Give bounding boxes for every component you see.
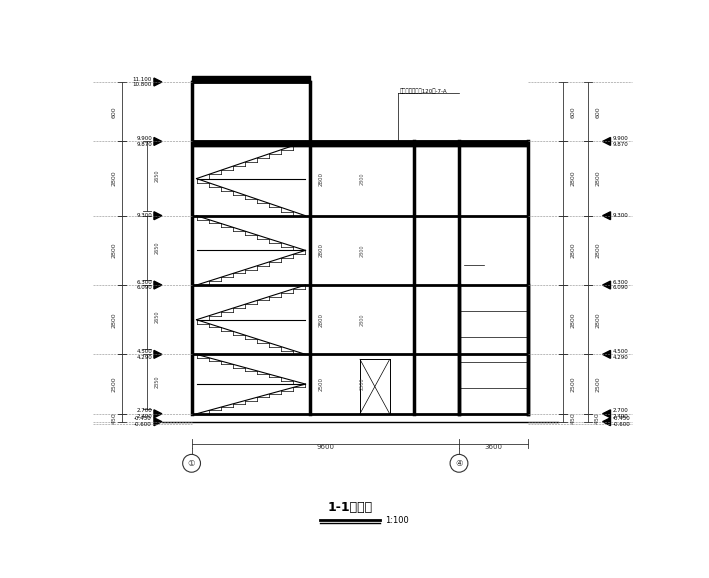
Text: 2800: 2800	[570, 171, 576, 186]
Text: 2800: 2800	[318, 243, 323, 257]
Polygon shape	[603, 418, 610, 425]
Text: 6.300
6.090: 6.300 6.090	[613, 280, 628, 290]
Text: 2500: 2500	[112, 376, 117, 392]
Text: 1:100: 1:100	[385, 516, 408, 525]
Polygon shape	[603, 281, 610, 289]
Polygon shape	[154, 410, 162, 418]
Text: 1-1剖面图: 1-1剖面图	[328, 501, 373, 514]
Polygon shape	[154, 418, 162, 425]
Text: -0.450
-0.600: -0.450 -0.600	[613, 416, 630, 427]
Text: 9600: 9600	[316, 444, 334, 450]
Polygon shape	[154, 350, 162, 358]
Text: 2800: 2800	[112, 312, 117, 328]
Text: 600: 600	[112, 106, 117, 117]
Text: 9.300: 9.300	[136, 213, 152, 218]
Polygon shape	[154, 212, 162, 220]
Text: 2500: 2500	[570, 376, 576, 392]
Text: 2500: 2500	[318, 377, 323, 391]
Text: 2800: 2800	[595, 171, 600, 186]
Text: 2500: 2500	[360, 378, 365, 390]
Text: 2350: 2350	[155, 375, 160, 388]
Polygon shape	[154, 281, 162, 289]
Text: 4.500
4.290: 4.500 4.290	[613, 349, 628, 360]
Text: 2800: 2800	[360, 313, 365, 326]
Text: 450: 450	[570, 412, 576, 424]
Text: ①: ①	[188, 459, 196, 468]
Text: 2500: 2500	[595, 376, 600, 392]
Text: 6.300
6.090: 6.300 6.090	[136, 280, 152, 290]
Text: 450: 450	[595, 412, 600, 424]
Text: 9.900
9.870: 9.900 9.870	[136, 136, 152, 147]
Text: 2800: 2800	[318, 172, 323, 186]
Text: ④: ④	[455, 459, 463, 468]
Text: 9.300: 9.300	[613, 213, 628, 218]
Text: 2800: 2800	[570, 243, 576, 258]
Text: 600: 600	[570, 106, 576, 117]
Text: 2800: 2800	[570, 312, 576, 328]
Text: 450: 450	[112, 412, 117, 424]
Polygon shape	[603, 350, 610, 358]
Polygon shape	[603, 138, 610, 146]
Text: 600: 600	[595, 106, 600, 117]
Text: 2650: 2650	[155, 242, 160, 254]
Text: 2800: 2800	[595, 243, 600, 258]
Text: 11.100
10.800: 11.100 10.800	[133, 77, 152, 87]
Polygon shape	[154, 138, 162, 146]
Text: 2800: 2800	[360, 244, 365, 257]
Text: 2650: 2650	[155, 170, 160, 182]
Text: 4.500
4.290: 4.500 4.290	[136, 349, 152, 360]
Text: 2800: 2800	[112, 171, 117, 186]
Polygon shape	[154, 78, 162, 86]
Text: 2800: 2800	[112, 243, 117, 258]
Text: 2800: 2800	[595, 312, 600, 328]
Text: 沿梁底板厚均为120厚-7-A: 沿梁底板厚均为120厚-7-A	[400, 88, 447, 94]
Text: -0.450
-0.600: -0.450 -0.600	[134, 416, 152, 427]
Text: 2650: 2650	[155, 311, 160, 324]
Text: 9.900
9.870: 9.900 9.870	[613, 136, 628, 147]
Text: 2800: 2800	[318, 313, 323, 327]
Polygon shape	[603, 410, 610, 418]
Text: 2.700
2.490: 2.700 2.490	[613, 409, 628, 419]
Polygon shape	[603, 212, 610, 220]
Text: 3600: 3600	[485, 444, 503, 450]
Text: 2.700
2.490: 2.700 2.490	[136, 409, 152, 419]
Text: 2800: 2800	[360, 172, 365, 185]
